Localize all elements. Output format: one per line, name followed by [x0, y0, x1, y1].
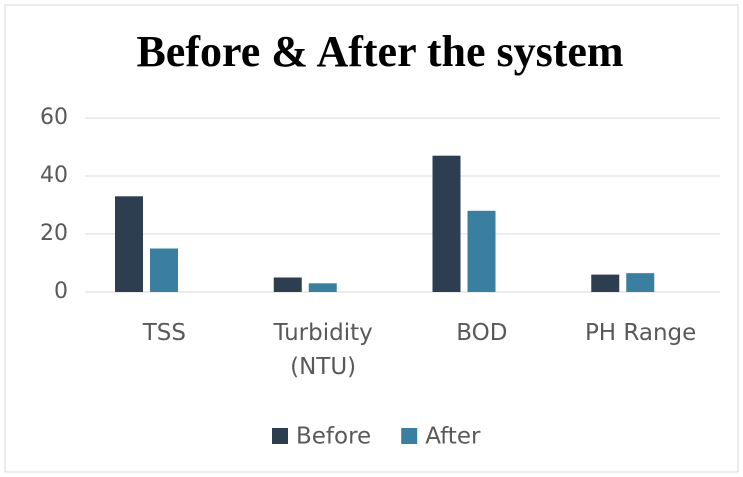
bar — [591, 274, 620, 292]
bar — [115, 196, 143, 292]
y-tick-label: 60 — [40, 105, 68, 130]
legend-swatch — [401, 428, 418, 444]
bar — [432, 155, 461, 292]
bar — [467, 210, 496, 292]
legend-swatch — [272, 428, 288, 444]
chart-title: Before & After the system — [136, 27, 623, 76]
y-tick-label: 20 — [40, 221, 68, 246]
bar — [150, 248, 178, 292]
legend-label: Before — [296, 424, 371, 450]
x-tick-label: BOD — [456, 320, 508, 346]
y-tick-label: 0 — [54, 279, 68, 304]
legend-label: After — [425, 424, 481, 450]
x-tick-label: TSS — [142, 320, 186, 346]
bar — [308, 283, 337, 292]
bar — [626, 273, 655, 292]
x-tick-label: Turbidity (NTU) — [273, 320, 373, 380]
x-tick-label: PH Range — [584, 320, 697, 346]
bar — [273, 277, 302, 292]
y-tick-label: 40 — [40, 163, 68, 188]
